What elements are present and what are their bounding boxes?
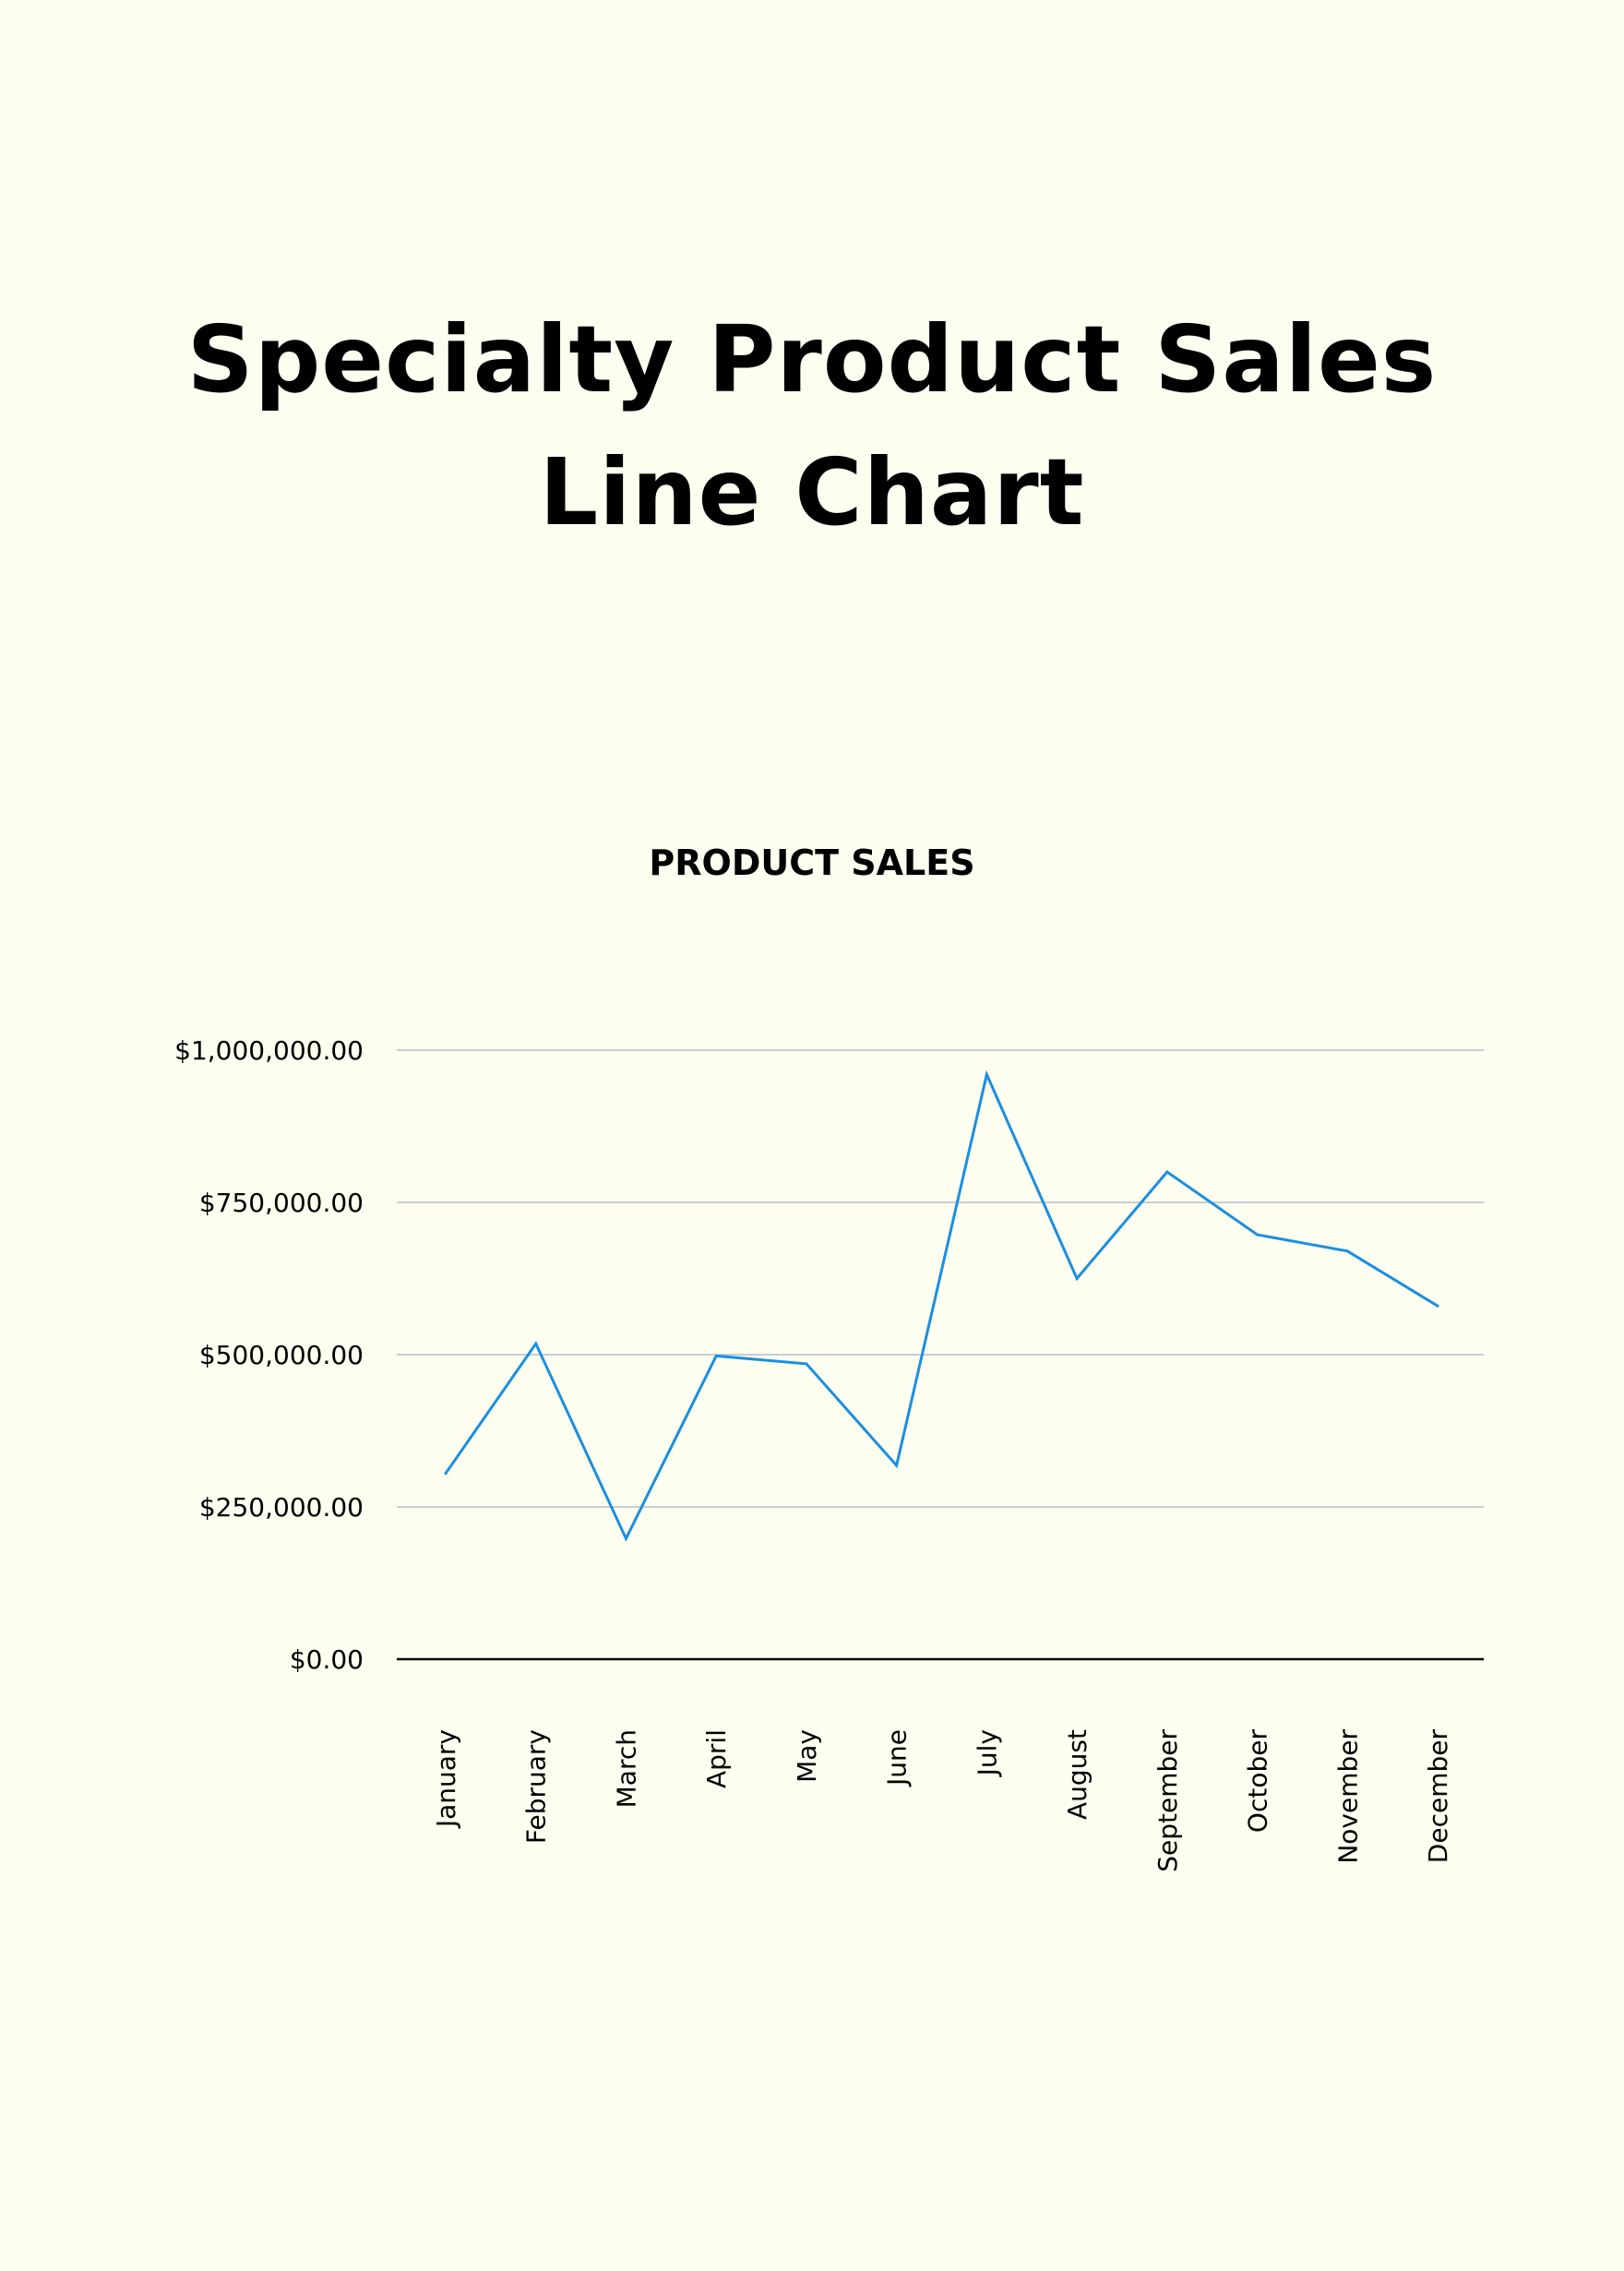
page-title-line-2: Line Chart <box>539 438 1085 546</box>
data-point <box>444 1472 448 1476</box>
data-point <box>624 1536 627 1540</box>
y-tick-label: $0.00 <box>290 1644 364 1675</box>
data-point <box>895 1464 899 1467</box>
x-tick-label: September <box>1152 1729 1183 1872</box>
x-axis-labels: January February March April May June July Augu… <box>431 1729 1453 1872</box>
data-point <box>534 1342 538 1345</box>
x-tick-label: August <box>1062 1729 1093 1820</box>
y-tick-label: $250,000.00 <box>199 1492 364 1523</box>
x-tick-label: January <box>431 1729 461 1829</box>
x-tick-label: May <box>792 1729 822 1783</box>
data-point <box>1075 1277 1079 1280</box>
data-point <box>1345 1249 1349 1253</box>
data-point <box>805 1362 808 1366</box>
series-line <box>444 1070 1439 1542</box>
x-tick-label: April <box>701 1729 732 1788</box>
x-tick-label: February <box>521 1729 552 1844</box>
gridlines <box>397 1049 1484 1661</box>
x-tick-label: November <box>1332 1729 1363 1864</box>
data-point <box>985 1072 988 1076</box>
data-point <box>1256 1233 1260 1237</box>
data-point <box>1165 1170 1169 1174</box>
x-tick-label: October <box>1243 1729 1273 1834</box>
series-layer <box>444 1070 1439 1542</box>
x-tick-label: July <box>972 1729 1002 1777</box>
y-tick-label: $500,000.00 <box>199 1340 364 1370</box>
data-point <box>714 1354 718 1357</box>
y-axis-labels: $0.00 $250,000.00 $500,000.00 $750,000.00 $1… <box>174 1035 364 1675</box>
y-tick-label: $1,000,000.00 <box>174 1035 364 1066</box>
page-title: Specialty Product Sales Line Chart <box>0 293 1624 559</box>
x-tick-label: December <box>1423 1729 1453 1864</box>
y-tick-label: $750,000.00 <box>199 1188 364 1218</box>
x-tick-label: June <box>882 1729 913 1787</box>
x-tick-label: March <box>611 1729 641 1808</box>
chart-title: PRODUCT SALES <box>649 843 974 883</box>
data-point <box>1436 1304 1439 1308</box>
page-title-line-1: Specialty Product Sales <box>186 305 1438 413</box>
